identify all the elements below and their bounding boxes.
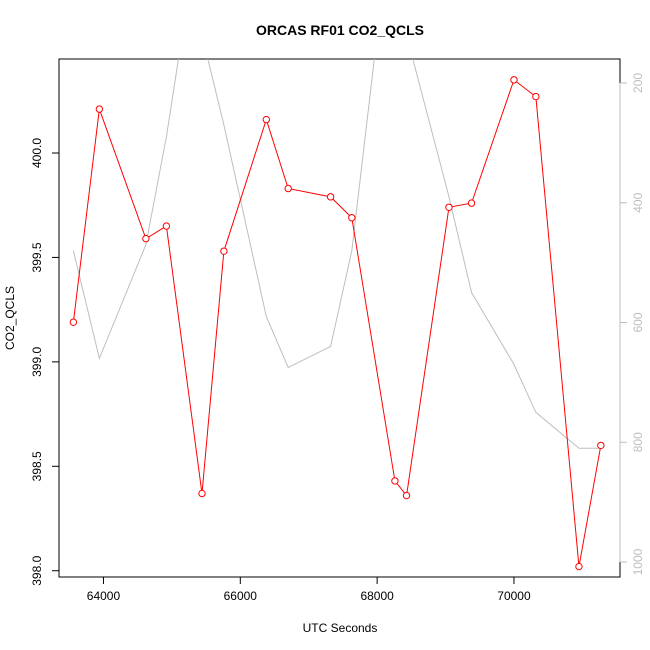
chart-title: ORCAS RF01 CO2_QCLS [256,22,424,38]
y2-tick-label: 800 [631,432,645,452]
data-point [445,203,453,211]
y-axis: 398.0 398.5 399.0 399.5 400.0 [30,138,60,586]
y2-axis: 200 400 600 800 1000 [619,73,645,575]
data-point [348,214,356,222]
data-point [326,193,335,201]
x-axis-label: UTC Seconds [303,621,378,635]
co2-series-line [72,79,602,567]
data-point [69,318,78,326]
plot-area [69,59,605,571]
data-point [262,115,270,124]
data-point [402,491,411,500]
plot-frame [58,58,621,578]
x-tick-label: 66000 [224,589,258,603]
data-point [198,489,206,498]
data-point [284,184,292,193]
y-tick-label: 398.0 [30,555,44,585]
data-point [510,76,518,84]
data-point [220,247,228,255]
series-layer [69,59,605,571]
data-point [162,222,171,230]
y-tick-label: 398.5 [30,451,44,481]
data-point [575,562,583,571]
data-point [95,105,104,113]
y-tick-label: 399.0 [30,347,44,377]
x-tick-label: 70000 [497,589,531,603]
y2-tick-label: 200 [631,73,645,93]
y2-tick-label: 400 [631,192,645,212]
x-tick-label: 68000 [360,589,394,603]
x-axis: 64000 66000 68000 70000 [87,576,531,603]
data-point [142,234,150,243]
data-point [532,92,540,101]
x-tick-label: 64000 [87,589,121,603]
data-point [467,199,476,207]
secondary-series-line [72,59,601,449]
y-tick-label: 400.0 [30,138,44,168]
data-point [597,441,605,450]
y-axis-label: CO2_QCLS [3,286,17,350]
data-point [391,477,399,485]
y2-tick-label: 1000 [631,548,645,575]
y2-tick-label: 600 [631,312,645,332]
y-tick-label: 399.5 [30,242,44,272]
